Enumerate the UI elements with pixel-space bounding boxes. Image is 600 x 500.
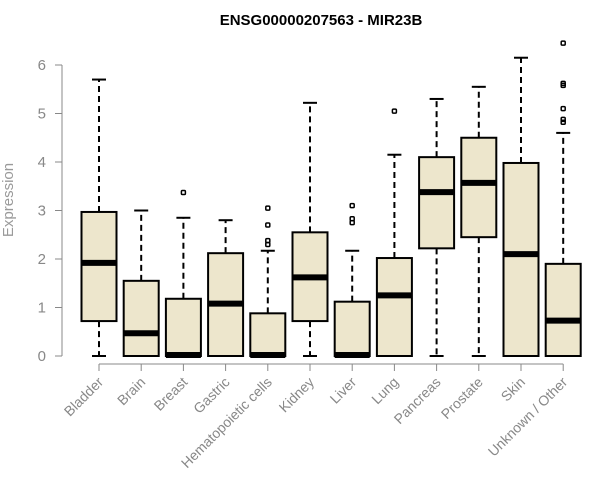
iqr-box [544,262,582,358]
box-group [544,40,582,358]
iqr-box [375,257,413,357]
x-tick-label: Unknown / Other [485,374,571,460]
outlier-point [349,215,355,222]
iqr-box [164,297,202,357]
y-tick-label: 5 [38,106,46,123]
y-axis: 0 1 2 3 4 5 6 [38,57,63,365]
box-group [122,209,160,358]
x-tick-label: Bladder [61,374,107,420]
iqr-box [502,161,540,357]
y-tick-label: 4 [38,154,46,171]
box-group [502,56,540,357]
box-group [418,97,456,357]
iqr-box [460,136,498,239]
outlier-point [560,116,566,123]
iqr-box [418,156,456,250]
x-tick-label: Breast [151,374,191,414]
y-tick-label: 2 [38,251,46,268]
box-group [164,189,202,359]
x-tick-label: Pancreas [391,374,444,427]
iqr-box [122,279,160,358]
box-group [80,78,118,357]
outlier-point [180,189,187,196]
y-axis-label: Expression [0,163,17,237]
x-tick-label: Skin [498,374,529,405]
iqr-box [80,210,118,323]
y-tick-label: 1 [38,300,46,317]
box-group [207,219,245,357]
outlier-point [265,237,271,244]
x-tick-label: Kidney [276,374,318,416]
x-tick-label: Liver [327,374,360,407]
x-tick-label: Lung [368,374,401,407]
outlier-point [391,108,398,114]
outlier-point [349,202,355,209]
x-tick-label: Prostate [438,374,486,422]
box-group [249,205,287,359]
box-group [291,101,329,357]
plot-area [80,40,582,359]
outlier-point [560,119,566,125]
x-tick-label: Brain [114,374,148,408]
outlier-point [560,40,566,46]
box-group [460,85,498,357]
outlier-point [265,222,271,228]
outlier-point [560,80,566,87]
box-group [375,108,413,357]
y-tick-label: 6 [38,57,46,74]
chart-title: ENSG00000207563 - MIR23B [220,12,423,29]
iqr-box [333,300,371,357]
outlier-point [265,205,271,211]
y-tick-label: 0 [38,348,46,365]
y-tick-label: 3 [38,203,46,220]
outlier-point [560,105,566,112]
box-group [333,202,371,359]
iqr-box [249,312,287,358]
